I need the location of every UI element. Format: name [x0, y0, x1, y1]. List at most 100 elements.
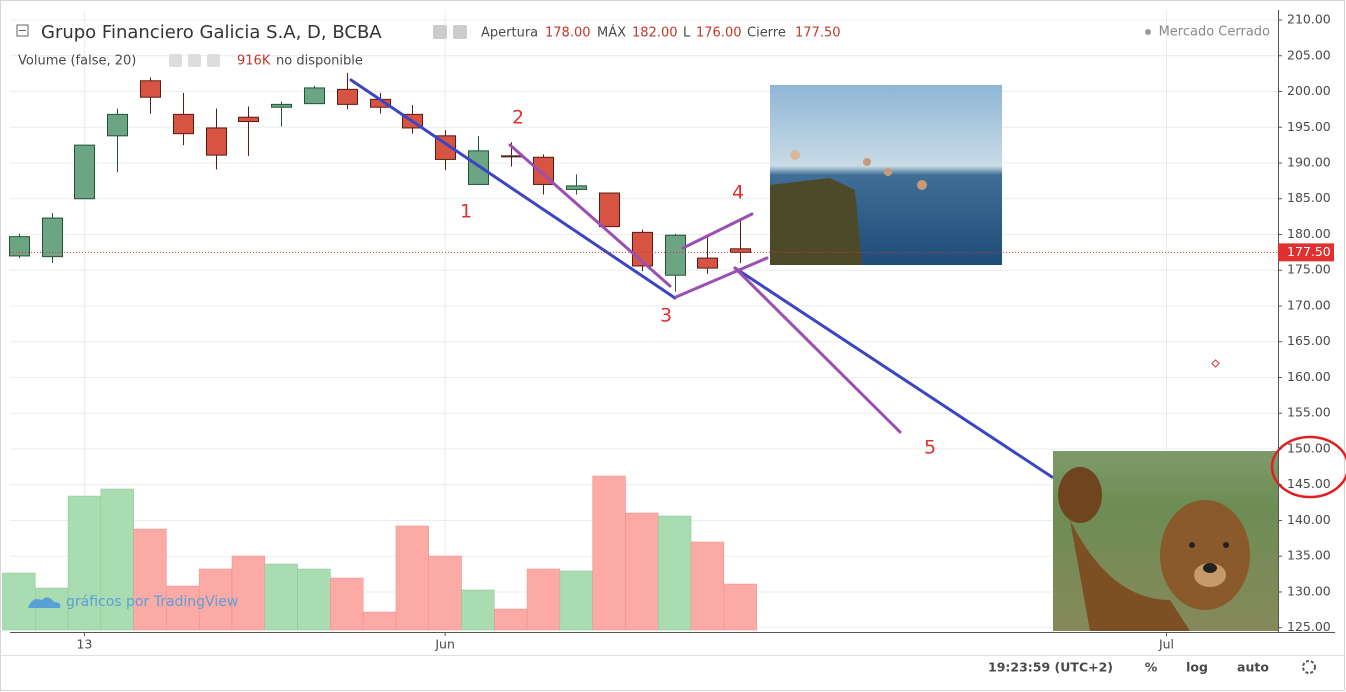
- candle-body: [599, 192, 620, 228]
- trend-line: [349, 78, 677, 300]
- annotation: 4: [732, 182, 744, 204]
- log-button[interactable]: log: [1186, 660, 1208, 675]
- y-tick-label: 190.00: [1287, 154, 1331, 169]
- settings-button[interactable]: [453, 25, 467, 39]
- y-tick-label: 185.00: [1287, 190, 1331, 205]
- last-price-box: [1278, 243, 1334, 262]
- annotation: 5: [924, 437, 936, 459]
- y-tick-label: 210.00: [1287, 12, 1331, 27]
- low-label: L: [683, 26, 691, 41]
- close-label: Cierre: [747, 26, 786, 41]
- candle-body: [271, 103, 292, 108]
- x-tick-label: Jun: [434, 637, 455, 652]
- percent-button[interactable]: %: [1145, 660, 1158, 675]
- volume-bar: [133, 528, 167, 631]
- x-tick-label: Jul: [1158, 637, 1174, 652]
- volume-bar: [625, 512, 659, 631]
- settings-button[interactable]: [207, 54, 220, 67]
- annotation: 1: [460, 201, 472, 223]
- candle-body: [238, 116, 259, 123]
- trend-line: [681, 212, 754, 250]
- candle-body: [665, 234, 686, 276]
- candle-body: [501, 155, 522, 158]
- highlight-circle: [1270, 435, 1346, 499]
- photo-cliff: [770, 85, 1002, 265]
- candle-body: [697, 257, 718, 269]
- marker: [1211, 359, 1220, 368]
- annotation: 2: [512, 107, 524, 129]
- volume-bar: [166, 585, 200, 631]
- y-tick-label: 135.00: [1287, 548, 1331, 563]
- volume-value: 916K: [237, 54, 271, 69]
- last-price-label: 177.50: [1287, 244, 1331, 259]
- candle-body: [304, 87, 325, 105]
- volume-bar: [494, 608, 528, 631]
- settings-button[interactable]: [433, 25, 447, 39]
- candle-body: [74, 144, 95, 200]
- y-tick-label: 200.00: [1287, 83, 1331, 98]
- clock: 19:23:59 (UTC+2): [988, 660, 1113, 675]
- logo: [28, 597, 61, 608]
- annotation: 3: [660, 305, 672, 327]
- market-status: Mercado Cerrado: [1159, 25, 1270, 40]
- volume-title: Volume (false, 20): [18, 54, 136, 69]
- y-tick-label: 140.00: [1287, 512, 1331, 527]
- volume-bar: [264, 563, 298, 631]
- y-tick-label: 180.00: [1287, 226, 1331, 241]
- y-tick-label: 205.00: [1287, 47, 1331, 62]
- candle-body: [107, 113, 128, 137]
- y-tick-label: 150.00: [1287, 440, 1331, 455]
- y-tick-label: 155.00: [1287, 405, 1331, 420]
- volume-bar: [2, 572, 36, 631]
- volume-bar: [297, 568, 331, 631]
- volume-bar: [231, 555, 266, 631]
- settings-button[interactable]: [188, 54, 201, 67]
- y-tick-label: 195.00: [1287, 119, 1331, 134]
- candle-body: [730, 248, 751, 253]
- low-value: 176.00: [696, 26, 742, 41]
- high-label: MÁX: [597, 25, 626, 41]
- drawings: [349, 78, 1220, 479]
- auto-button[interactable]: auto: [1237, 660, 1269, 675]
- volume-bar: [100, 488, 134, 631]
- collapse-button[interactable]: [16, 24, 29, 37]
- high-value: 182.00: [632, 26, 678, 41]
- volume-bar: [330, 577, 364, 631]
- candle-body: [42, 217, 63, 258]
- volume-status: no disponible: [276, 54, 363, 69]
- volume-bar: [723, 583, 757, 631]
- volume-bar: [658, 515, 692, 631]
- open-value: 178.00: [545, 26, 591, 41]
- candle-body: [206, 127, 227, 156]
- candle-body: [9, 236, 30, 257]
- y-tick-label: 175.00: [1287, 262, 1331, 277]
- y-tick-label: 145.00: [1287, 476, 1331, 491]
- photo-bear: [1053, 451, 1278, 631]
- volume-bar: [67, 495, 102, 631]
- y-tick-label: 125.00: [1287, 619, 1331, 634]
- close-value: 177.50: [795, 26, 841, 41]
- y-tick-label: 160.00: [1287, 369, 1331, 384]
- candle-body: [337, 88, 358, 105]
- settings-button[interactable]: [169, 54, 182, 67]
- volume-bar: [395, 525, 429, 631]
- volume-bar: [362, 611, 397, 631]
- trend-line: [674, 256, 769, 299]
- volume-bar: [461, 589, 495, 631]
- volume-bar: [592, 475, 626, 631]
- trend-line: [733, 266, 902, 434]
- y-tick-label: 170.00: [1287, 297, 1331, 312]
- status-dot: [1145, 29, 1151, 35]
- trend-line: [508, 143, 672, 288]
- trend-line: [733, 266, 1054, 479]
- open-label: Apertura: [481, 26, 538, 41]
- volume-bar: [428, 555, 462, 631]
- watermark: gráficos por TradingView: [66, 594, 238, 610]
- volume-bar: [526, 568, 561, 631]
- y-tick-label: 130.00: [1287, 583, 1331, 598]
- settings-button[interactable]: [1302, 660, 1316, 674]
- volume-bar: [690, 541, 725, 631]
- volume-bar: [34, 587, 69, 631]
- candle-body: [566, 185, 587, 190]
